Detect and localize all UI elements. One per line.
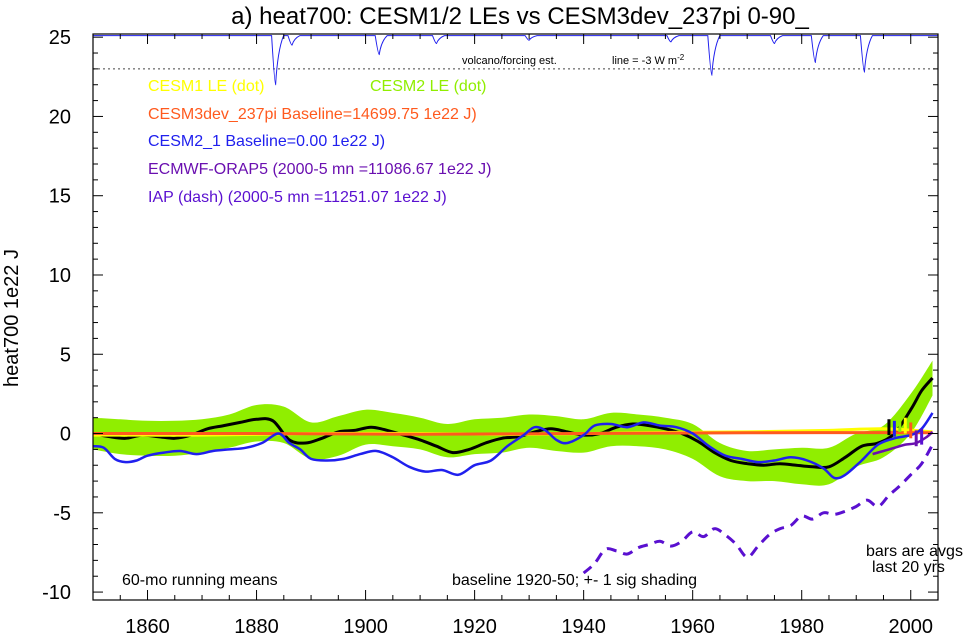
volcano-forcing-line	[93, 35, 938, 86]
x-tick-label-1960: 1960	[670, 616, 715, 638]
chart-title: a) heat700: CESM1/2 LEs vs CESM3dev_237p…	[231, 3, 809, 30]
x-tick-label-1920: 1920	[452, 616, 497, 638]
legend-entry-4: ECMWF-ORAP5 (2000-5 mn =11086.67 1e22 J)	[148, 161, 491, 178]
y-axis-label: heat700 1e22 J	[1, 249, 23, 387]
annotation-baseline: baseline 1920-50; +- 1 sig shading	[452, 572, 697, 589]
series-line-iap	[582, 443, 934, 575]
y-tick-label--10: -10	[42, 582, 71, 604]
plot-inner	[93, 35, 938, 575]
annotation-running-means: 60-mo running means	[122, 572, 278, 589]
legend-entry-2: CESM3dev_237pi Baseline=14699.75 1e22 J)	[148, 106, 477, 123]
x-tick-label-1980: 1980	[779, 616, 824, 638]
series-line-cesm2-le-mean	[93, 377, 934, 470]
legend-entry-5: IAP (dash) (2000-5 mn =11251.07 1e22 J)	[148, 189, 447, 206]
y-tick-label-20: 20	[49, 106, 71, 128]
y-tick-label-5: 5	[60, 344, 71, 366]
annotation-line-note-sup: -2	[677, 53, 685, 62]
annotation-bars-2: last 20 yrs	[872, 559, 945, 576]
y-tick-label-0: 0	[60, 424, 71, 446]
legend-entry-3: CESM2_1 Baseline=0.00 1e22 J)	[148, 133, 385, 150]
annotation-volcano: volcano/forcing est.	[462, 55, 557, 67]
y-tick-label-10: 10	[49, 265, 71, 287]
y-tick-label-15: 15	[49, 186, 71, 208]
x-tick-label-1880: 1880	[234, 616, 279, 638]
series-line-cesm3dev-237pi	[93, 431, 933, 436]
y-tick-label--5: -5	[53, 503, 71, 525]
plot-frame	[92, 33, 939, 601]
annotation-bars-1: bars are avgs	[866, 543, 963, 560]
x-tick-label-1940: 1940	[561, 616, 606, 638]
x-tick-label-1860: 1860	[125, 616, 170, 638]
legend-entry-0: CESM1 LE (dot)	[148, 78, 264, 95]
annotation-line-note: line = -3 W m-2	[612, 53, 685, 67]
legend-entry-1: CESM2 LE (dot)	[370, 78, 486, 95]
series-line-cesm2-1	[93, 412, 934, 480]
y-tick-label-25: 25	[49, 27, 71, 49]
x-tick-label-2000: 2000	[888, 616, 933, 638]
plot-area: 1860 1880 1900 1920 1940 1960 1980 2000 25 20 15 10…	[42, 27, 963, 638]
x-tick-label-1900: 1900	[343, 616, 388, 638]
series-line-ecmwf-orap5	[872, 430, 934, 456]
